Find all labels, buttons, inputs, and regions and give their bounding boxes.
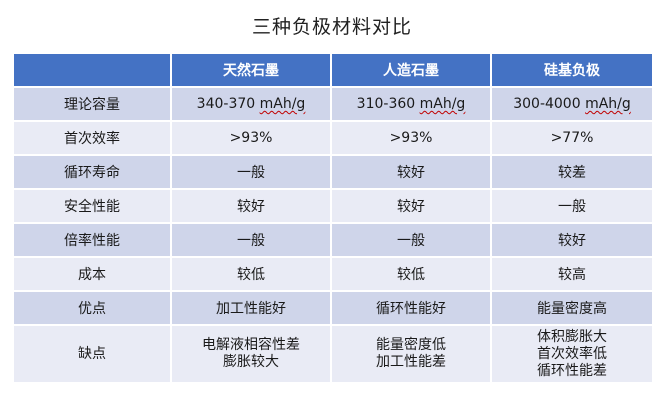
table-cell: 一般	[170, 222, 332, 258]
page-title: 三种负极材料对比	[251, 16, 412, 38]
table-row-capacity: 理论容量 340-370 mAh/g 310-360 mAh/g 300-400…	[12, 86, 654, 122]
table-row-cycle-life: 循环寿命 一般 较好 较差	[12, 154, 654, 190]
table-cell: 较低	[170, 256, 332, 292]
value-text: 300-4000	[513, 96, 586, 112]
table-cell: >93%	[330, 120, 492, 156]
row-label: 成本	[12, 256, 172, 292]
table-cell: 能量密度低 加工性能差	[330, 324, 492, 384]
cell-line: 循环性能差	[537, 362, 607, 379]
table-cell: 能量密度高	[490, 290, 654, 326]
row-label: 循环寿命	[12, 154, 172, 190]
table-header-row: 天然石墨 人造石墨 硅基负极	[12, 52, 654, 88]
cell-line: 体积膨胀大	[537, 328, 607, 345]
table-cell: 体积膨胀大 首次效率低 循环性能差	[490, 324, 654, 384]
table-cell: 较好	[490, 222, 654, 258]
table-cell: 较好	[330, 154, 492, 190]
table-row-cost: 成本 较低 较低 较高	[12, 256, 654, 292]
header-silicon-anode: 硅基负极	[490, 52, 654, 88]
table-cell: 电解液相容性差 膨胀较大	[170, 324, 332, 384]
header-corner	[12, 52, 172, 88]
row-label: 缺点	[12, 324, 172, 384]
table-cell: 较差	[490, 154, 654, 190]
cell-line: 加工性能差	[376, 354, 446, 370]
unit-text: mAh/g	[585, 96, 631, 112]
table-cell: 300-4000 mAh/g	[490, 86, 654, 122]
table-cell: 较好	[170, 188, 332, 224]
table-cell: 一般	[170, 154, 332, 190]
table-row-disadvantages: 缺点 电解液相容性差 膨胀较大 能量密度低 加工性能差 体积膨胀大 首次效率低 …	[12, 324, 654, 384]
header-artificial-graphite: 人造石墨	[330, 52, 492, 88]
table-row-advantages: 优点 加工性能好 循环性能好 能量密度高	[12, 290, 654, 326]
value-text: 340-370	[196, 96, 260, 112]
row-label: 优点	[12, 290, 172, 326]
table-row-first-efficiency: 首次效率 >93% >93% >77%	[12, 120, 654, 156]
table-cell: 循环性能好	[330, 290, 492, 326]
row-label: 倍率性能	[12, 222, 172, 258]
table-cell: >93%	[170, 120, 332, 156]
table-row-rate: 倍率性能 一般 一般 较好	[12, 222, 654, 258]
cell-line: 膨胀较大	[223, 354, 279, 370]
unit-text: mAh/g	[259, 96, 306, 112]
table-cell: 一般	[330, 222, 492, 258]
row-label: 首次效率	[12, 120, 172, 156]
table-cell: 310-360 mAh/g	[330, 86, 492, 122]
row-label: 安全性能	[12, 188, 172, 224]
table-cell: 加工性能好	[170, 290, 332, 326]
cell-line: 电解液相容性差	[202, 337, 300, 353]
cell-line: 能量密度低	[376, 337, 446, 353]
comparison-table: 天然石墨 人造石墨 硅基负极 理论容量 340-370 mAh/g 310-36…	[12, 52, 654, 384]
header-natural-graphite: 天然石墨	[170, 52, 332, 88]
table-cell: 较好	[330, 188, 492, 224]
table-cell: 340-370 mAh/g	[170, 86, 332, 122]
table-cell: 一般	[490, 188, 654, 224]
unit-text: mAh/g	[419, 96, 466, 112]
value-text: 310-360	[356, 96, 420, 112]
table-row-safety: 安全性能 较好 较好 一般	[12, 188, 654, 224]
row-label: 理论容量	[12, 86, 172, 122]
cell-line: 首次效率低	[537, 345, 607, 362]
table-cell: 较高	[490, 256, 654, 292]
table-cell: >77%	[490, 120, 654, 156]
table-cell: 较低	[330, 256, 492, 292]
